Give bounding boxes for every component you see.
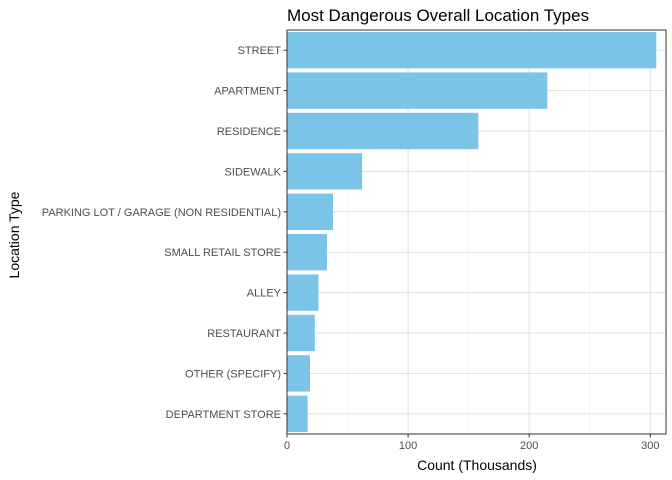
y-tick-label: APARTMENT bbox=[214, 86, 281, 98]
y-tick-label: RESIDENCE bbox=[217, 126, 281, 138]
bar bbox=[287, 314, 315, 352]
bar bbox=[287, 234, 327, 271]
x-axis-title: Count (Thousands) bbox=[417, 457, 537, 473]
bar bbox=[287, 274, 319, 311]
bar bbox=[287, 193, 334, 230]
y-axis: STREET APARTMENT RESIDENCE SIDEWALK PARKING … bbox=[42, 45, 287, 421]
y-tick-label: SIDEWALK bbox=[225, 166, 282, 178]
y-tick-label: ALLEY bbox=[247, 288, 282, 300]
chart-title: Most Dangerous Overall Location Types bbox=[287, 6, 589, 25]
y-tick-label: STREET bbox=[238, 45, 282, 57]
x-tick-label: 0 bbox=[284, 440, 290, 452]
bar bbox=[287, 112, 479, 150]
x-tick-label: 100 bbox=[399, 440, 417, 452]
y-tick-label: DEPARTMENT STORE bbox=[166, 409, 281, 421]
y-tick-label: OTHER (SPECIFY) bbox=[185, 368, 281, 380]
bars bbox=[287, 32, 657, 432]
bar bbox=[287, 395, 308, 432]
y-tick-label: PARKING LOT / GARAGE (NON RESIDENTIAL) bbox=[42, 207, 281, 219]
panel-border bbox=[286, 29, 667, 435]
y-tick-label: RESTAURANT bbox=[207, 328, 281, 340]
bar bbox=[287, 72, 548, 109]
bar bbox=[287, 32, 657, 69]
bar bbox=[287, 153, 363, 190]
y-tick-label: SMALL RETAIL STORE bbox=[164, 247, 281, 259]
x-tick-label: 300 bbox=[641, 440, 659, 452]
bar bbox=[287, 355, 311, 392]
y-axis-title: Location Type bbox=[6, 191, 22, 278]
x-axis: 0 100 200 300 bbox=[284, 434, 659, 452]
x-tick-label: 200 bbox=[520, 440, 538, 452]
